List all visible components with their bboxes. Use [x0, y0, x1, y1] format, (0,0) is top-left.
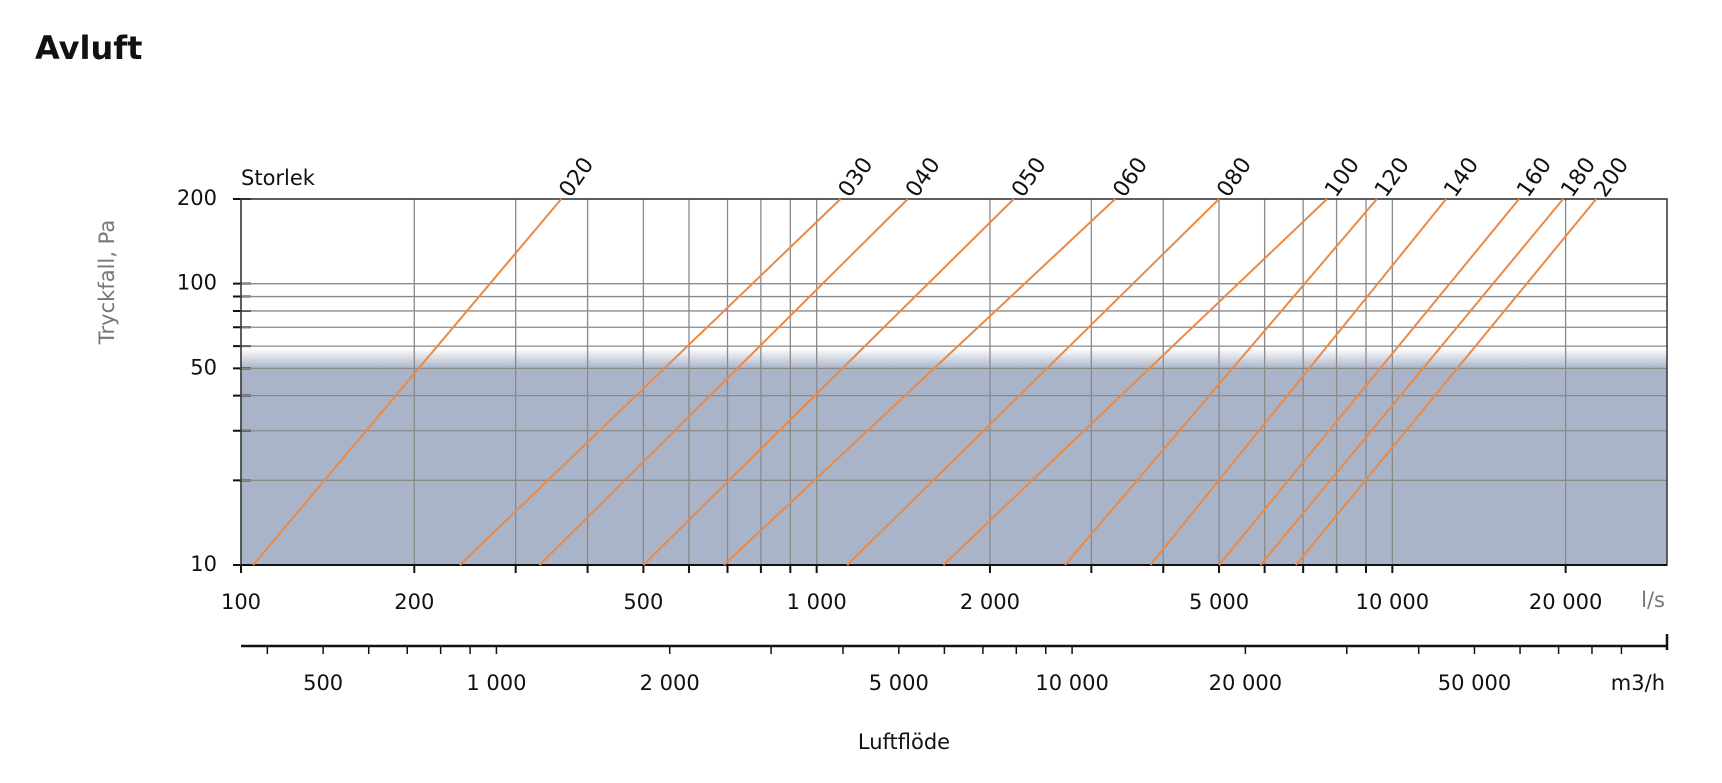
series-name: 200	[1590, 153, 1635, 202]
series-name: 030	[834, 153, 879, 202]
chart-title: Avluft	[35, 29, 142, 67]
x-tick-label: 500	[623, 590, 663, 614]
x-axis-label: Luftflöde	[858, 730, 950, 754]
series-line	[538, 198, 909, 566]
series-name: 100	[1320, 153, 1365, 202]
series-line	[1149, 198, 1447, 566]
series-line	[723, 198, 1116, 566]
shade-fade	[241, 348, 1667, 369]
x-tick-label: 10 000	[1356, 590, 1429, 614]
series-line	[459, 198, 842, 566]
x-tick-label: 5 000	[1189, 590, 1249, 614]
series-name: 050	[1007, 153, 1052, 202]
y-axis-label: Tryckfall, Pa	[95, 220, 119, 345]
x-tick-label: 200	[394, 590, 434, 614]
y-tick-label: 100	[177, 271, 217, 295]
x-unit: l/s	[1641, 588, 1665, 612]
x2-tick-label: 1 000	[466, 671, 526, 695]
series-line	[1218, 198, 1520, 566]
series-line	[846, 198, 1220, 566]
x2-tick-label: 2 000	[640, 671, 700, 695]
series-line	[1259, 198, 1564, 566]
shade-region	[241, 368, 1667, 565]
series-line	[252, 198, 563, 566]
series-name: 020	[555, 153, 600, 202]
x2-tick-label: 20 000	[1209, 671, 1282, 695]
x2-unit: m3/h	[1611, 671, 1665, 695]
x-tick-label: 100	[221, 590, 261, 614]
series-name: 060	[1109, 153, 1154, 202]
y-tick-label: 50	[190, 355, 217, 379]
series-name: 080	[1212, 153, 1257, 202]
x2-tick-label: 50 000	[1438, 671, 1511, 695]
x2-tick-label: 10 000	[1035, 671, 1108, 695]
x-tick-label: 2 000	[960, 590, 1020, 614]
y-tick-label: 10	[190, 552, 217, 576]
series-name: 180	[1556, 153, 1601, 202]
x-tick-label: 1 000	[787, 590, 847, 614]
x-tick-label: 20 000	[1529, 590, 1602, 614]
x2-tick-label: 500	[303, 671, 343, 695]
y-tick-label: 200	[177, 186, 217, 210]
series-line	[1064, 198, 1378, 566]
series-name: 140	[1439, 153, 1484, 202]
series-name: 120	[1370, 153, 1415, 202]
x2-tick-label: 5 000	[869, 671, 929, 695]
series-line	[642, 198, 1015, 566]
series-line	[942, 198, 1328, 566]
series-label: Storlek	[241, 166, 316, 190]
series-line	[1295, 198, 1597, 566]
series-name: 040	[901, 153, 946, 202]
series-name: 160	[1512, 153, 1557, 202]
